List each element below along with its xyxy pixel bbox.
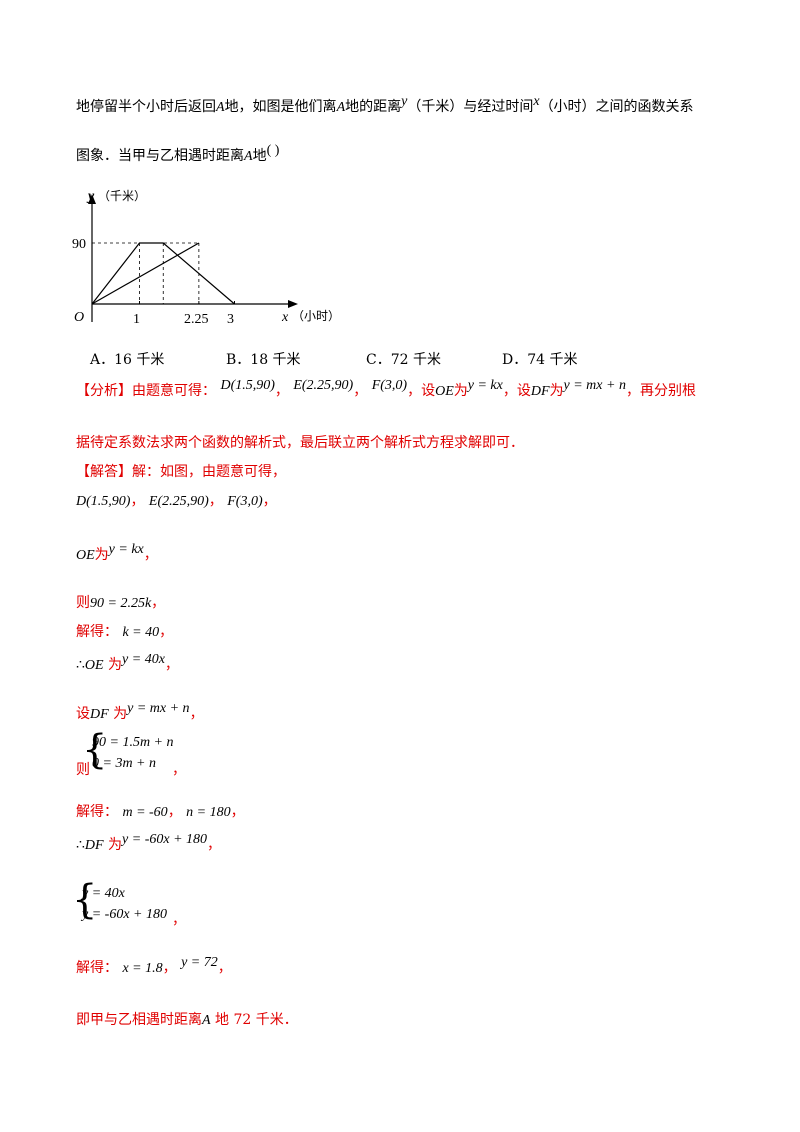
option-a[interactable]: A．16 千米 [90, 352, 165, 368]
option-c[interactable]: C．72 千米 [366, 352, 441, 368]
solution-xy: 解得： x = 1.8， y = 72， [76, 955, 232, 976]
system1-eq-b: 0 = 3m + n [92, 756, 157, 771]
analysis-line-2: 据待定系数法求两个函数的解析式，最后联立两个解析式方程求解即可． [76, 435, 524, 451]
x-axis-unit: （小时） [292, 309, 340, 323]
origin-label: O [74, 310, 84, 325]
x-axis-arrow [288, 300, 298, 308]
problem-line-1: 地停留半个小时后返回A地，如图是他们离A地的距离y（千米）与经过时间x（小时）之… [76, 94, 694, 115]
x-axis-var: x [281, 310, 289, 325]
analysis-tag: 【分析】 [76, 383, 132, 399]
solution-conclusion: 即甲与乙相遇时距离A 地 72 千米． [76, 1012, 298, 1028]
solution-k: 解得： k = 40， [76, 624, 174, 640]
solution-points: D(1.5,90)， E(2.25,90)， F(3,0)， [76, 493, 277, 509]
y-axis-arrow [88, 194, 96, 204]
solution-df-result: ∴DF 为y = -60x + 180， [76, 832, 222, 853]
solution-tag: 【解答】 [76, 464, 132, 480]
x-tick-2-25: 2.25 [184, 312, 209, 327]
problem-line-2: 图象．当甲与乙相遇时距离A地( ) [76, 143, 280, 164]
solution-mn: 解得： m = -60， n = 180， [76, 804, 245, 820]
option-d[interactable]: D．74 千米 [502, 352, 578, 368]
system2-eq-a: y = 40x [82, 886, 125, 901]
system1-eq-a: 90 = 1.5m + n [92, 735, 174, 750]
x-tick-3: 3 [227, 312, 234, 327]
series-line-0 [91, 242, 235, 305]
function-graph: y （千米） x （小时） O 90 1 2.25 3 [72, 189, 340, 327]
system1-ze: 则 [76, 762, 90, 778]
solution-header: 【解答】解：如图，由题意可得， [76, 464, 286, 480]
solution-df-def: 设DF 为y = mx + n， [76, 701, 204, 722]
system2-brace: { [72, 877, 98, 923]
analysis-line-1: 【分析】由题意可得： D(1.5,90)， E(2.25,90)， F(3,0)… [76, 378, 696, 399]
y-axis-var: y [86, 189, 95, 204]
x-tick-1: 1 [133, 312, 140, 327]
solution-oe-result: ∴OE 为y = 40x， [76, 652, 179, 673]
system1-comma: ， [172, 762, 186, 778]
y-tick-90: 90 [72, 237, 86, 252]
y-axis-unit: （千米） [98, 189, 146, 203]
system2-eq-b: y = -60x + 180 [82, 907, 167, 922]
system2-comma: ， [172, 912, 186, 928]
solution-oe-def: OE为y = kx， [76, 542, 158, 563]
series-line-1 [91, 242, 200, 305]
system1-brace: { [82, 727, 108, 773]
solution-eq1: 则90 = 2.25k， [76, 595, 166, 611]
option-b[interactable]: B．18 千米 [226, 352, 301, 368]
